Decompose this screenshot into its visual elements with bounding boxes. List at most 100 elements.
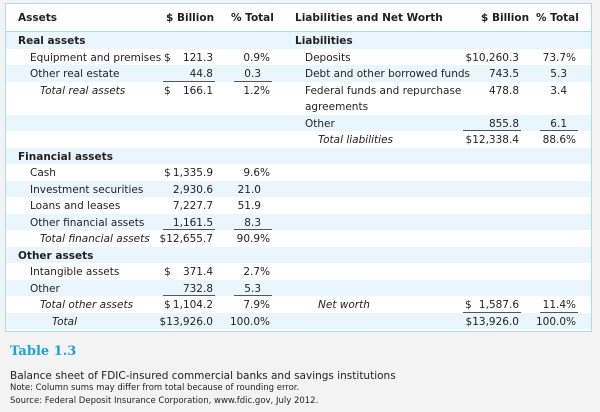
table-row: Other financial assets 1,161.5 8.3 — [6, 213, 591, 230]
header-billion-left: $ Billion — [166, 12, 215, 24]
sum-rule — [234, 295, 272, 296]
left-pct: 5.3 — [244, 282, 261, 295]
left-label: Loans and leases — [30, 200, 121, 212]
left-billion: 7,227.7 — [172, 200, 213, 212]
sum-rule — [463, 130, 521, 131]
table-source: Source: Federal Deposit Insurance Corpor… — [10, 396, 319, 406]
left-label: Real assets — [18, 35, 86, 47]
dollar-sign: $ — [164, 266, 171, 278]
right-label: Total liabilities — [318, 134, 393, 146]
left-label: Other — [30, 282, 60, 295]
left-billion: 44.8 — [189, 68, 213, 80]
header-pct-right: % Total — [536, 12, 579, 24]
table-row: Total real assets $166.1 1.2% Federal funds… — [6, 82, 591, 115]
sum-rule — [163, 229, 215, 230]
table-row: Intangible assets $371.4 2.7% — [6, 263, 591, 280]
sum-rule — [234, 80, 272, 82]
table-title: Balance sheet of FDIC-insured commercial… — [10, 370, 396, 382]
right-pct: 11.4% — [542, 299, 576, 311]
right-pct: 5.3 — [550, 68, 567, 80]
table-row: Other 855.8 6.1 — [6, 114, 591, 131]
table-row: Total liabilities $12,338.4 88.6% — [6, 131, 591, 148]
table-number: Table 1.3 — [10, 344, 77, 359]
table-header: Assets $ Billion % Total Liabilities and… — [6, 4, 591, 32]
right-billion: $13,926.0 — [465, 315, 519, 328]
left-label: Other real estate — [30, 68, 120, 80]
sum-rule — [163, 80, 215, 82]
left-label: Total real assets — [40, 84, 126, 97]
left-label: Total other assets — [40, 299, 134, 311]
table-row: Total other assets $1,104.2 7.9% Net worth $… — [6, 296, 591, 313]
left-label: Intangible assets — [30, 266, 120, 278]
right-pct: 73.7% — [542, 51, 576, 64]
left-billion: 166.1 — [182, 84, 213, 97]
right-billion: 743.5 — [488, 68, 519, 80]
dollar-sign: $ — [164, 299, 171, 311]
left-pct: 0.3 — [244, 68, 261, 80]
table-row: Cash $1,335.9 9.6% — [6, 164, 591, 181]
balance-sheet-table: Assets $ Billion % Total Liabilities and… — [5, 3, 592, 332]
left-billion: 1,104.2 — [172, 299, 213, 311]
table-row: Total $13,926.0 100.0% $13,926.0 100.0% — [6, 312, 591, 329]
left-billion: 2,930.6 — [172, 183, 213, 196]
left-label: Other financial assets — [30, 216, 145, 229]
left-billion: 121.3 — [182, 51, 213, 64]
right-label: Debt and other borrowed funds — [305, 68, 470, 80]
right-label: Other — [305, 117, 335, 130]
table-row: Investment securities 2,930.6 21.0 — [6, 180, 591, 197]
left-billion: 732.8 — [182, 282, 213, 295]
left-billion: 1,161.5 — [172, 216, 213, 229]
left-label: Financial assets — [18, 150, 113, 163]
left-pct: 21.0 — [237, 183, 261, 196]
sum-rule — [463, 311, 521, 313]
left-billion: 371.4 — [182, 266, 213, 278]
sum-rule — [234, 229, 272, 230]
left-pct: 0.9% — [243, 51, 270, 64]
header-pct-left: % Total — [231, 12, 274, 24]
left-pct: 51.9 — [237, 200, 261, 212]
table-row: Real assets Liabilities — [6, 32, 591, 49]
right-label: Net worth — [318, 299, 370, 311]
left-pct: 8.3 — [244, 216, 261, 229]
header-assets: Assets — [18, 12, 58, 24]
left-pct: 100.0% — [229, 315, 270, 328]
left-label: Total financial assets — [40, 233, 150, 245]
table-row: Other 732.8 5.3 — [6, 279, 591, 296]
dollar-sign: $ — [164, 51, 171, 64]
right-pct: 6.1 — [550, 117, 567, 130]
right-pct: 100.0% — [535, 315, 576, 328]
left-pct: 7.9% — [243, 299, 270, 311]
right-pct: 3.4 — [550, 84, 567, 97]
right-label-line2: agreements — [305, 101, 369, 113]
table-note: Note: Column sums may differ from total … — [10, 383, 300, 393]
right-pct: 88.6% — [542, 134, 576, 146]
right-label: Federal funds and repurchase — [305, 84, 462, 97]
right-billion: 478.8 — [488, 84, 519, 97]
left-pct: 9.6% — [243, 167, 270, 179]
table-row: Loans and leases 7,227.7 51.9 — [6, 197, 591, 214]
right-billion: 855.8 — [488, 117, 519, 130]
dollar-sign: $ — [465, 299, 472, 311]
table-row: Equipment and premises $121.3 0.9% Deposits… — [6, 49, 591, 66]
right-label: Liabilities — [295, 35, 353, 47]
sum-rule — [163, 295, 215, 296]
table-row: Other real estate 44.8 0.3 Debt and other b… — [6, 65, 591, 82]
dollar-sign: $ — [164, 84, 171, 97]
left-pct: 2.7% — [243, 266, 270, 278]
left-pct: 90.9% — [236, 233, 270, 245]
left-billion: $13,926.0 — [159, 315, 213, 328]
header-liabilities: Liabilities and Net Worth — [295, 12, 443, 24]
right-label: Deposits — [305, 51, 351, 64]
right-billion: $12,338.4 — [465, 134, 519, 146]
left-label: Equipment and premises — [30, 51, 162, 64]
right-billion: 1,587.6 — [478, 299, 519, 311]
table-row: Other assets — [6, 246, 591, 263]
left-label: Total — [52, 315, 78, 328]
table-row: Financial assets — [6, 147, 591, 164]
sum-rule — [540, 311, 578, 313]
left-label: Other assets — [18, 249, 94, 262]
right-billion: $10,260.3 — [465, 51, 519, 64]
left-label: Investment securities — [30, 183, 144, 196]
dollar-sign: $ — [164, 167, 171, 179]
sum-rule — [540, 130, 578, 131]
